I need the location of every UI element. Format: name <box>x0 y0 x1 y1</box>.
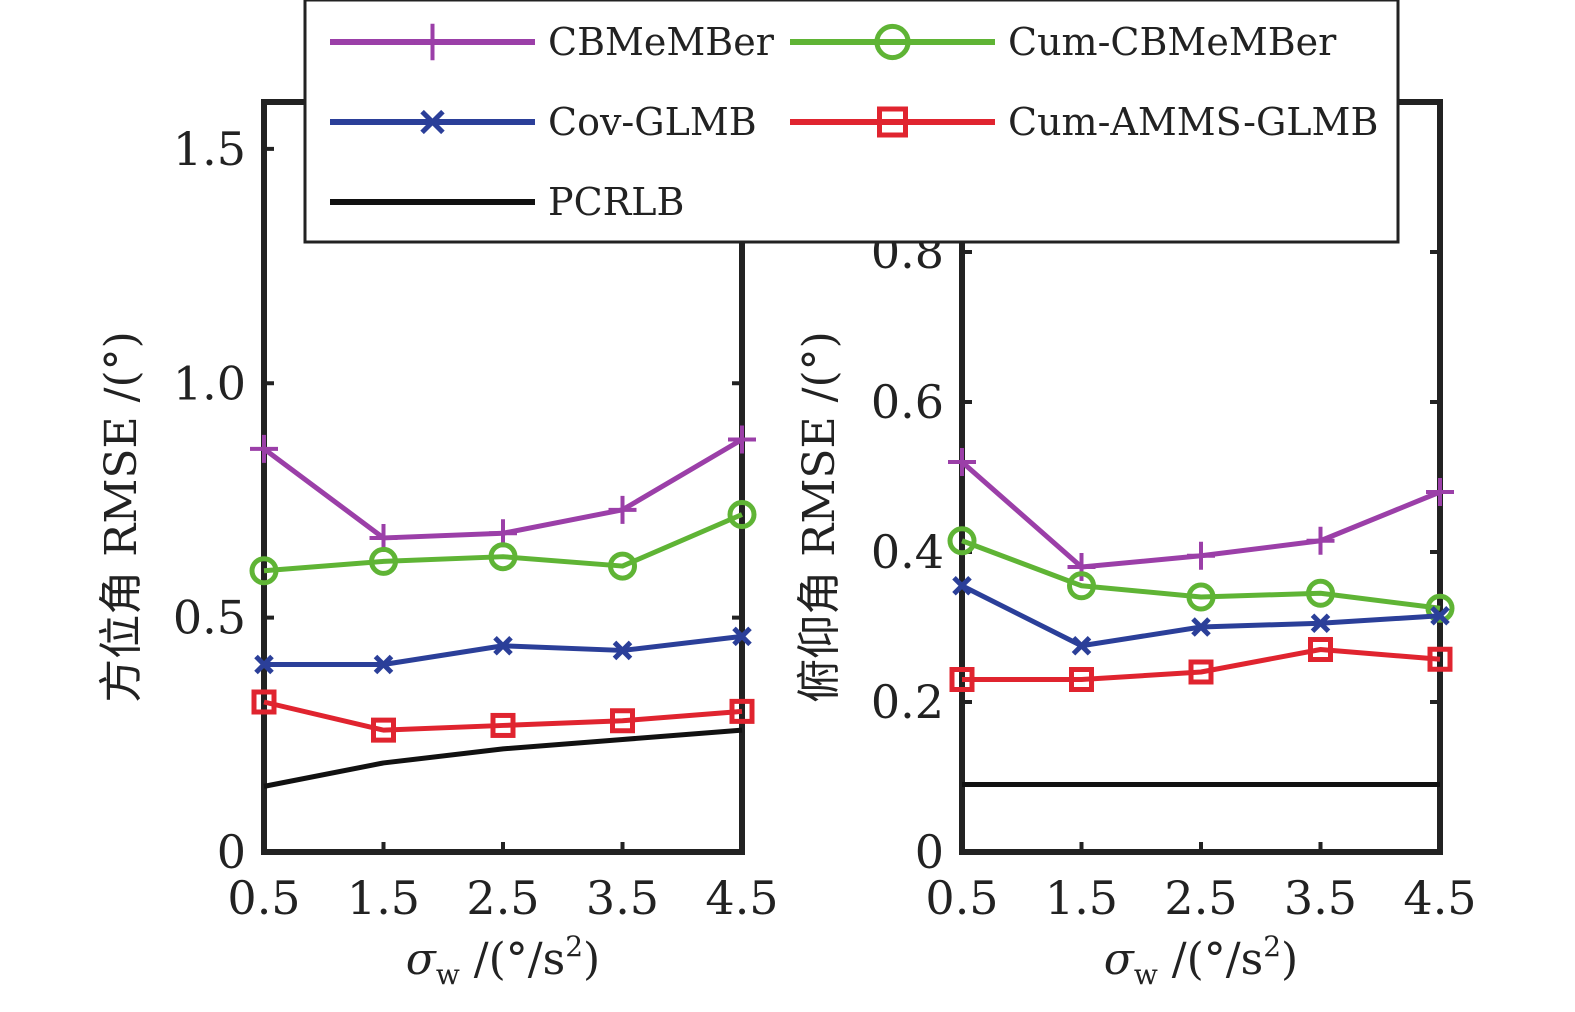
left-point-cov-glmb <box>254 654 274 675</box>
right-series-cum-cbmember <box>947 526 1455 623</box>
left-point-cum-cbmember <box>608 551 637 581</box>
right-point-cov-glmb <box>1071 635 1092 656</box>
legend-label-cum-amms-glmb: Cum-AMMS-GLMB <box>1008 100 1378 144</box>
left-xtick-label: 0.5 <box>227 871 300 925</box>
left-xtick-label: 2.5 <box>466 871 539 925</box>
legend-marker-cov-glmb <box>420 109 445 135</box>
right-point-cov-glmb <box>952 575 972 596</box>
left-xtick-label: 1.5 <box>347 871 420 925</box>
left-series-cum-amms-glmb <box>251 689 755 743</box>
legend-marker-cum-cbmember <box>874 23 911 61</box>
left-point-cbmember <box>608 495 637 524</box>
left-plot: 0.5 1.5 2.5 3.5 4.500.51.01.5σw /(°/s2)方位角 R… <box>96 99 779 991</box>
left-line-cum-cbmember <box>263 512 743 574</box>
left-ytick-label: 0.5 <box>173 591 246 645</box>
left-line-cum-amms-glmb <box>263 699 743 733</box>
right-point-cum-amms-glmb <box>1188 659 1214 685</box>
left-point-cov-glmb <box>493 635 513 656</box>
left-point-cbmember <box>250 434 278 463</box>
left-series-pcrlb <box>263 727 743 789</box>
legend-entry-cov-glmb: Cov-GLMB <box>330 100 757 144</box>
left-ytick-label: 1.0 <box>173 356 246 410</box>
right-series-cov-glmb <box>952 575 1450 656</box>
right-series-cum-amms-glmb <box>949 637 1453 692</box>
left-series-cbmember <box>250 425 756 552</box>
left-line-cov-glmb <box>264 633 743 667</box>
right-ytick-label: 0.4 <box>871 525 944 579</box>
left-point-cbmember <box>728 425 756 454</box>
left-point-cum-amms-glmb <box>490 712 516 738</box>
left-series-cum-cbmember <box>249 500 757 586</box>
legend-entry-cbmember: CBMeMBer <box>330 20 775 64</box>
right-point-cum-amms-glmb <box>1308 637 1333 662</box>
right-point-cbmember <box>1426 478 1454 506</box>
left-point-cum-amms-glmb <box>251 689 277 715</box>
right-xlabel: σw /(°/s2) <box>1104 930 1298 991</box>
left-point-cum-cbmember <box>727 500 757 529</box>
left-point-cov-glmb <box>612 640 633 661</box>
right-point-cbmember <box>1187 541 1215 570</box>
right-xtick-label: 2.5 <box>1164 871 1237 925</box>
right-point-cov-glmb <box>1310 613 1331 634</box>
right-ytick-label: 0.2 <box>871 675 944 729</box>
left-xlabel: σw /(°/s2) <box>406 930 600 991</box>
legend-entry-cum-cbmember: Cum-CBMeMBer <box>790 20 1337 64</box>
right-point-cum-cbmember <box>1425 593 1455 623</box>
left-point-cum-amms-glmb <box>371 717 396 743</box>
right-point-cov-glmb <box>1430 605 1450 626</box>
right-ytick-label: 0 <box>915 825 944 879</box>
legend-label-cum-cbmember: Cum-CBMeMBer <box>1008 20 1337 64</box>
left-series-cov-glmb <box>254 626 752 675</box>
left-point-cov-glmb <box>373 654 394 675</box>
right-xtick-label: 1.5 <box>1045 871 1118 925</box>
left-xtick-label: 3.5 <box>586 871 659 925</box>
right-point-cum-cbmember <box>1306 578 1335 608</box>
legend: CBMeMBer Cum-CBMeMBer Cov-GLMB Cum-AMMS-GLM… <box>303 0 1400 244</box>
left-point-cum-amms-glmb <box>610 708 635 734</box>
right-ytick-label: 0.6 <box>871 375 944 429</box>
left-point-cov-glmb <box>732 626 752 647</box>
legend-entry-cum-amms-glmb: Cum-AMMS-GLMB <box>790 100 1378 144</box>
right-point-cbmember <box>948 448 976 476</box>
left-ytick-label: 0 <box>217 825 246 879</box>
right-point-cum-amms-glmb <box>1427 646 1453 672</box>
right-xtick-label: 0.5 <box>925 871 998 925</box>
legend-marker-cbmember <box>414 23 451 61</box>
right-point-cbmember <box>1067 553 1096 581</box>
left-line-pcrlb <box>263 727 743 789</box>
legend-marker-cum-amms-glmb <box>877 106 908 138</box>
right-line-cum-cbmember <box>961 538 1441 611</box>
legend-label-pcrlb: PCRLB <box>548 180 684 224</box>
right-point-cum-cbmember <box>1186 582 1216 612</box>
right-ylabel: 俯仰角 RMSE /(°) <box>794 331 845 703</box>
right-series-cbmember <box>948 448 1454 581</box>
left-ylabel: 方位角 RMSE /(°) <box>96 331 147 703</box>
right-point-cum-amms-glmb <box>949 667 975 692</box>
right-xtick-label: 3.5 <box>1284 871 1357 925</box>
left-point-cum-cbmember <box>369 546 398 576</box>
right-point-cum-cbmember <box>947 526 977 556</box>
right-point-cbmember <box>1306 526 1335 555</box>
legend-label-cov-glmb: Cov-GLMB <box>548 100 757 144</box>
right-point-cum-amms-glmb <box>1069 667 1094 692</box>
right-point-cum-cbmember <box>1067 571 1096 601</box>
right-xtick-label: 4.5 <box>1403 871 1476 925</box>
legend-entry-pcrlb: PCRLB <box>330 180 684 224</box>
right-line-cum-amms-glmb <box>962 647 1441 682</box>
left-point-cum-cbmember <box>249 556 279 586</box>
legend-label-cbmember: CBMeMBer <box>548 20 775 64</box>
right-point-cov-glmb <box>1191 617 1211 637</box>
left-point-cum-cbmember <box>488 542 518 572</box>
left-xtick-label: 4.5 <box>705 871 778 925</box>
left-point-cum-amms-glmb <box>729 698 755 724</box>
left-ytick-label: 1.5 <box>173 122 246 176</box>
